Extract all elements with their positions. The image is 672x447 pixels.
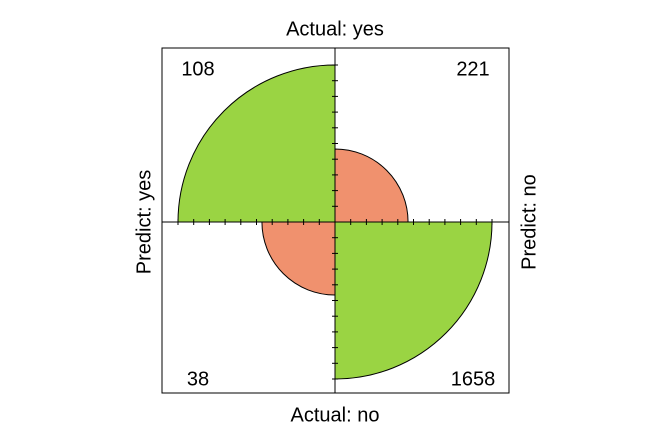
left-label: Predict: yes <box>133 170 155 274</box>
cell-count: 108 <box>181 58 214 80</box>
top-label: Actual: yes <box>286 18 384 40</box>
quadrant-sector <box>334 148 409 223</box>
quadrant-sector <box>177 64 336 223</box>
quadrant-sector <box>261 221 336 296</box>
cell-count: 221 <box>456 58 489 80</box>
cell-count: 1658 <box>451 368 496 390</box>
right-label: Predict: no <box>518 174 540 270</box>
bottom-label: Actual: no <box>291 404 380 426</box>
cell-count: 38 <box>187 368 209 390</box>
quadrant-sector <box>334 221 493 380</box>
